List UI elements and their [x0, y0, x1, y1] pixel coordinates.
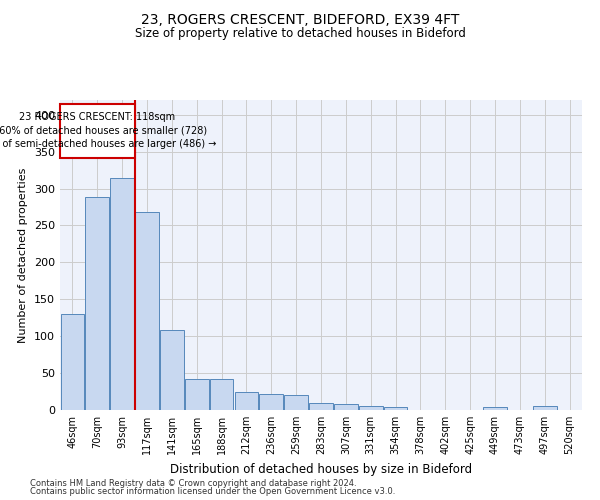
Bar [259, 394, 283, 410]
Bar [309, 402, 333, 410]
Text: ← 60% of detached houses are smaller (728): ← 60% of detached houses are smaller (72… [0, 126, 207, 136]
Bar [210, 379, 233, 410]
Bar [85, 198, 109, 410]
Bar [235, 392, 258, 410]
Bar [384, 407, 407, 410]
Bar [533, 406, 557, 410]
Text: Size of property relative to detached houses in Bideford: Size of property relative to detached ho… [134, 28, 466, 40]
Text: 40% of semi-detached houses are larger (486) →: 40% of semi-detached houses are larger (… [0, 139, 217, 149]
Bar [135, 212, 159, 410]
Text: Contains public sector information licensed under the Open Government Licence v3: Contains public sector information licen… [30, 487, 395, 496]
Bar [483, 407, 507, 410]
Bar [284, 394, 308, 410]
Bar [61, 314, 84, 410]
Bar [160, 330, 184, 410]
FancyBboxPatch shape [60, 104, 134, 158]
Text: 23, ROGERS CRESCENT, BIDEFORD, EX39 4FT: 23, ROGERS CRESCENT, BIDEFORD, EX39 4FT [141, 12, 459, 26]
Bar [110, 178, 134, 410]
X-axis label: Distribution of detached houses by size in Bideford: Distribution of detached houses by size … [170, 462, 472, 475]
Bar [359, 406, 383, 410]
Bar [185, 379, 209, 410]
Text: 23 ROGERS CRESCENT: 118sqm: 23 ROGERS CRESCENT: 118sqm [19, 112, 175, 122]
Bar [334, 404, 358, 410]
Y-axis label: Number of detached properties: Number of detached properties [19, 168, 28, 342]
Text: Contains HM Land Registry data © Crown copyright and database right 2024.: Contains HM Land Registry data © Crown c… [30, 478, 356, 488]
